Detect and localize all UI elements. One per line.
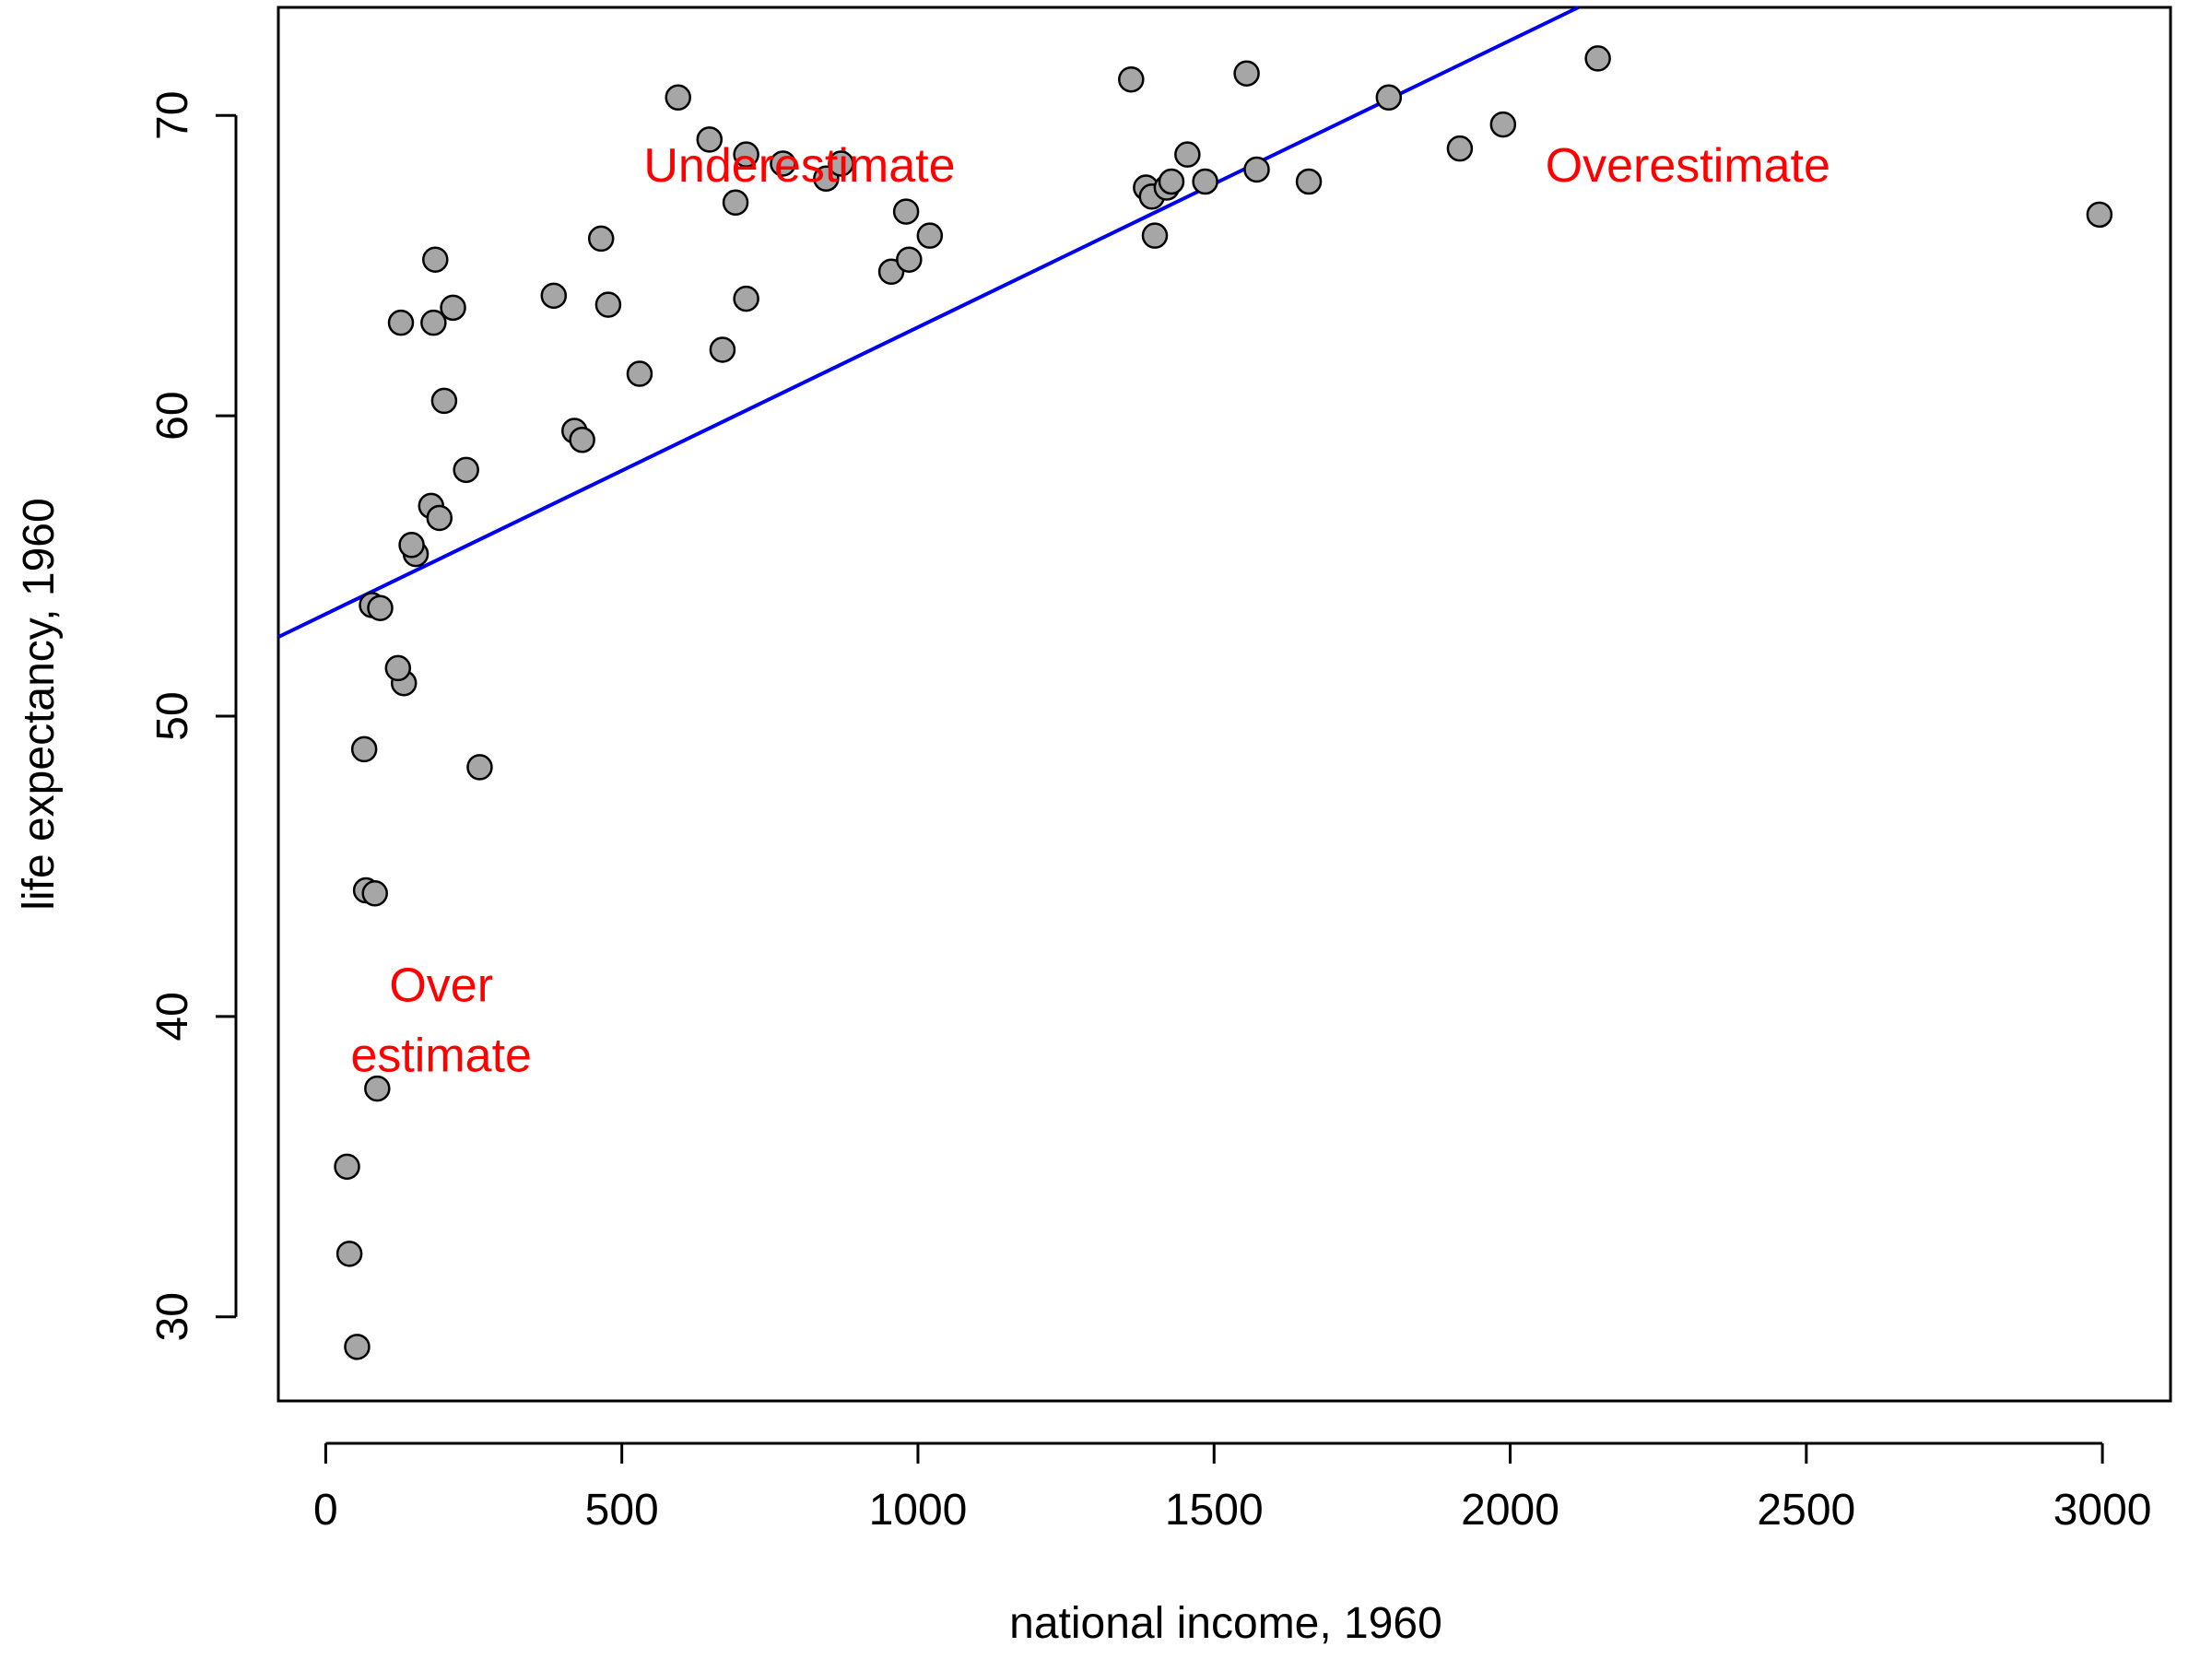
data-point — [367, 594, 394, 621]
x-tick-label: 3000 — [2053, 1486, 2152, 1535]
data-point — [334, 1153, 360, 1181]
data-point — [1174, 141, 1201, 168]
data-point — [453, 456, 479, 484]
data-point — [1446, 135, 1474, 162]
data-point — [1158, 168, 1185, 195]
data-point — [2086, 201, 2113, 229]
data-point — [1489, 111, 1517, 138]
y-tick-label: 50 — [148, 691, 197, 740]
data-point — [733, 141, 759, 168]
plot-frame — [276, 6, 2172, 1403]
x-axis-title: national income, 1960 — [1009, 1599, 1442, 1648]
data-point — [722, 189, 749, 217]
data-point — [335, 1241, 363, 1267]
data-point — [709, 336, 736, 363]
data-point — [1295, 168, 1323, 195]
x-tick-label: 1500 — [1165, 1486, 1264, 1535]
data-point — [1192, 168, 1218, 195]
y-tick-label: 60 — [148, 391, 197, 440]
fit-line-layer — [277, 6, 1580, 639]
data-point — [828, 150, 854, 177]
data-point — [569, 426, 595, 453]
data-point — [344, 1334, 371, 1360]
data-point — [350, 735, 378, 763]
data-point — [916, 222, 944, 249]
data-point — [1118, 65, 1145, 93]
data-point — [440, 294, 466, 322]
data-point — [426, 504, 453, 532]
data-point — [1141, 222, 1169, 249]
x-tick-label: 500 — [585, 1486, 659, 1535]
data-point — [665, 84, 691, 112]
x-axis: 0 500 1000 1500 2000 2500 3000 — [313, 1441, 2152, 1535]
data-point — [384, 654, 412, 682]
x-tick-label: 2500 — [1757, 1486, 1855, 1535]
data-point — [540, 282, 568, 310]
data-point — [877, 258, 905, 286]
data-point — [626, 360, 653, 387]
data-point — [430, 387, 458, 415]
y-tick-label: 70 — [148, 91, 197, 140]
data-point — [892, 198, 920, 225]
data-point — [422, 246, 449, 273]
annotation-label: Over — [389, 959, 493, 1013]
x-tick-label: 2000 — [1461, 1486, 1559, 1535]
data-point — [387, 309, 415, 336]
regression-line — [277, 6, 1580, 639]
data-point — [587, 225, 615, 253]
data-point — [733, 285, 759, 312]
data-point — [361, 880, 388, 907]
data-point — [398, 532, 425, 559]
data-point — [1375, 84, 1403, 112]
data-point — [466, 754, 493, 781]
data-point — [696, 126, 724, 153]
data-point — [896, 246, 923, 273]
annotation-label: Underestimate — [643, 139, 955, 193]
data-point — [364, 1075, 391, 1102]
x-tick-label: 0 — [313, 1486, 338, 1535]
data-point — [770, 150, 796, 177]
y-axis: 30 40 50 60 70 — [148, 91, 238, 1341]
annotation-label: estimate — [350, 1030, 532, 1083]
data-point — [1584, 45, 1611, 72]
points-layer — [334, 45, 2113, 1360]
x-tick-label: 1000 — [869, 1486, 968, 1535]
annotation-label: Overestimate — [1546, 139, 1830, 193]
data-point — [420, 309, 447, 336]
data-point — [1243, 156, 1270, 183]
y-tick-label: 40 — [148, 992, 197, 1041]
data-point — [594, 291, 622, 318]
y-tick-label: 30 — [148, 1292, 197, 1341]
y-axis-title: life expectancy, 1960 — [15, 498, 64, 910]
data-point — [1233, 60, 1260, 87]
